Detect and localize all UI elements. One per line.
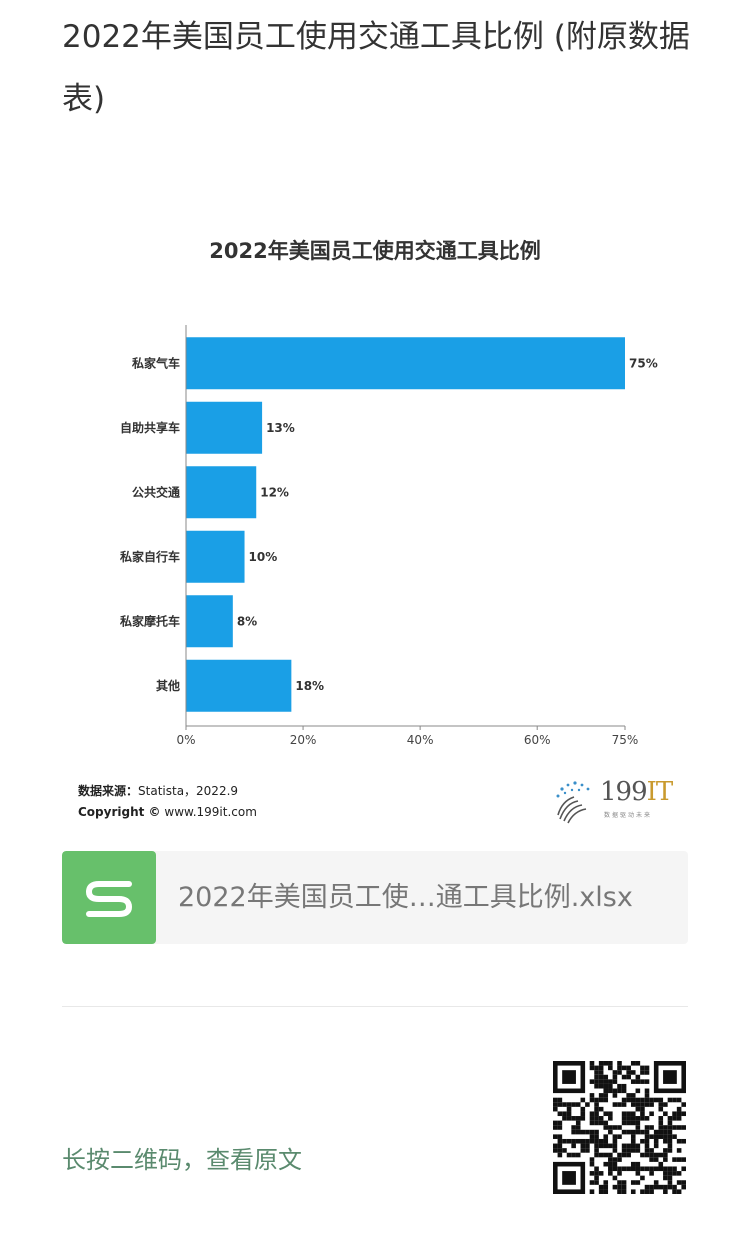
source-value: Statista，2022.9 [138,784,239,798]
article-title: 2022年美国员工使用交通工具比例 (附原数据表) [62,19,690,117]
bar [186,659,292,712]
category-label: 私家摩托车 [119,613,180,628]
copyright-site: www.199it.com [164,805,257,819]
category-label: 公共交通 [132,484,180,499]
bar [186,337,625,390]
file-attachment[interactable]: 2022年美国员工使…通工具比例.xlsx [62,851,688,944]
brand-name: 199IT [600,777,673,807]
category-label: 其他 [156,678,180,693]
chart-image: 2022年美国员工使用交通工具比例 私家气车 75% 自助共享车 13% 公共交通 12%… [62,215,688,835]
s-logo-icon [62,851,156,944]
bar [186,466,257,519]
data-label: 75% [629,356,658,370]
chart-title: 2022年美国员工使用交通工具比例 [209,239,541,263]
qr-hint-text: 长按二维码，查看原文 [62,1146,302,1174]
bar [186,530,245,583]
qr-code[interactable] [553,1061,686,1194]
category-label: 私家气车 [131,355,180,370]
x-tick-label: 20% [290,733,317,747]
data-label: 18% [295,679,324,693]
data-label: 13% [266,421,295,435]
bar [186,595,233,648]
data-label: 12% [260,485,289,499]
source-note: 数据来源：Statista，2022.9 Copyright © www.199… [78,781,257,823]
bar-chart: 私家气车 75% 自助共享车 13% 公共交通 12% 私家自行车 10% 私家摩托车 8% 其他 1… [119,325,658,747]
dandelion-icon [556,781,590,824]
brand-tagline: 数据驱动未来 [604,812,653,819]
copyright-label: Copyright © [78,805,161,819]
x-tick-label: 40% [407,733,434,747]
x-tick-label: 0% [176,733,195,747]
data-label: 8% [237,614,257,628]
category-label: 私家自行车 [119,549,180,564]
category-label: 自助共享车 [120,420,180,435]
data-label: 10% [249,550,278,564]
brand-logo: 199IT 数据驱动未来 [552,777,682,825]
divider [62,1006,688,1007]
bar [186,401,263,454]
source-label: 数据来源： [78,784,139,798]
file-name: 2022年美国员工使…通工具比例.xlsx [178,882,633,913]
x-tick-label: 75% [612,733,639,747]
x-tick-label: 60% [524,733,551,747]
